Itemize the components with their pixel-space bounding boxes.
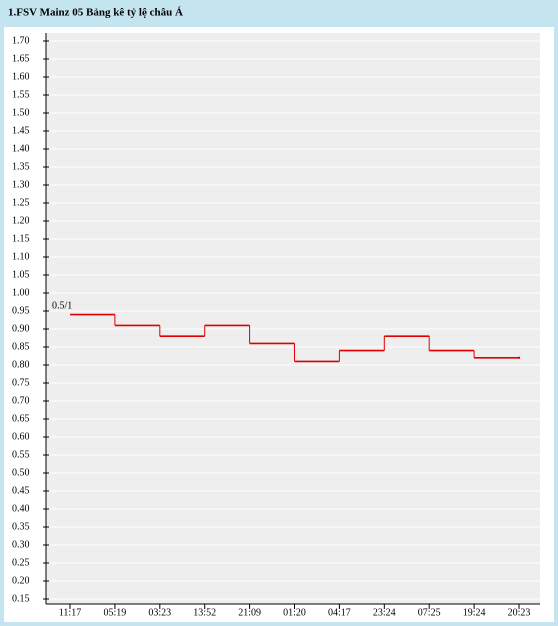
x-tick-label: 04:17 — [328, 607, 351, 618]
y-tick-label: 1.60 — [12, 71, 30, 82]
y-tick-label: 1.05 — [12, 269, 30, 280]
x-tick-label: 20:23 — [508, 607, 531, 618]
y-tick-label: 0.40 — [12, 503, 30, 514]
annotation: 0.5/1 — [52, 300, 72, 311]
x-tick-label: 23:24 — [373, 607, 396, 618]
x-tick-label: 19:24 — [463, 607, 486, 618]
y-tick-label: 0.85 — [12, 341, 30, 352]
y-tick-label: 1.40 — [12, 143, 30, 154]
x-tick-label: 11:17 — [59, 607, 81, 618]
y-tick-label: 0.55 — [12, 449, 30, 460]
y-tick-label: 0.20 — [12, 575, 30, 586]
x-tick-label: 07:25 — [418, 607, 441, 618]
y-tick-label: 1.50 — [12, 107, 30, 118]
x-tick-label: 05:19 — [104, 607, 127, 618]
x-tick-label: 13:52 — [193, 607, 216, 618]
y-tick-label: 0.45 — [12, 485, 30, 496]
y-tick-label: 1.70 — [12, 35, 30, 46]
y-tick-label: 0.80 — [12, 359, 30, 370]
y-tick-label: 1.00 — [12, 287, 30, 298]
x-tick-label: 01:20 — [283, 607, 306, 618]
x-tick-label: 03:23 — [148, 607, 171, 618]
y-tick-label: 1.20 — [12, 215, 30, 226]
end-point — [517, 356, 521, 359]
y-tick-label: 1.45 — [12, 125, 30, 136]
x-tick-label: 21:09 — [238, 607, 261, 618]
y-tick-label: 0.60 — [12, 431, 30, 442]
y-tick-label: 0.50 — [12, 467, 30, 478]
y-tick-label: 0.30 — [12, 539, 30, 550]
y-tick-label: 0.15 — [12, 593, 30, 604]
chart-title: 1.FSV Mainz 05 Bảng kê tỷ lệ châu Á — [8, 7, 183, 19]
y-tick-label: 1.25 — [12, 197, 30, 208]
y-tick-label: 1.35 — [12, 161, 30, 172]
y-tick-label: 0.35 — [12, 521, 30, 532]
y-tick-label: 0.95 — [12, 305, 30, 316]
y-tick-label: 1.30 — [12, 179, 30, 190]
y-tick-label: 1.15 — [12, 233, 30, 244]
y-tick-label: 1.55 — [12, 89, 30, 100]
plot — [70, 313, 521, 363]
y-tick-label: 0.75 — [12, 377, 30, 388]
y-tick-label: 1.10 — [12, 251, 30, 262]
grid: 1.70 1.65 1.60 1.55 1.50 1.45 1.40 1.35 1.30 1.25… — [12, 35, 540, 618]
y-tick-label: 0.70 — [12, 395, 30, 406]
y-tick-label: 1.65 — [12, 53, 30, 64]
y-tick-label: 0.65 — [12, 413, 30, 424]
plot-area — [46, 33, 540, 604]
y-tick-label: 0.25 — [12, 557, 30, 568]
y-tick-label: 0.90 — [12, 323, 30, 334]
